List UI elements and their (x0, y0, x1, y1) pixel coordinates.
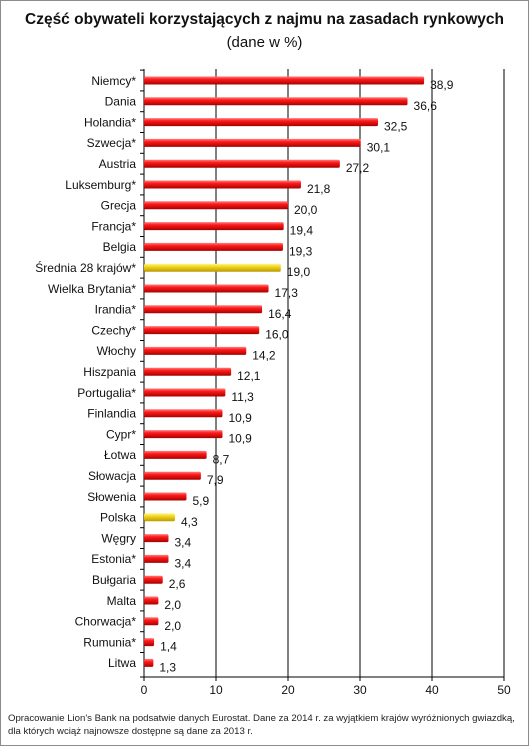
bar (144, 534, 169, 543)
category-label: Chorwacja* (75, 615, 137, 629)
data-label: 12,1 (237, 369, 261, 383)
bar (144, 492, 187, 501)
x-tick-label: 30 (353, 683, 367, 697)
category-label: Belgia (103, 240, 137, 254)
category-label: Wielka Brytania* (48, 282, 136, 296)
data-label: 1,3 (159, 660, 176, 674)
bar (144, 575, 163, 584)
data-label: 19,4 (290, 224, 314, 238)
bar (144, 430, 223, 439)
category-label: Średnia 28 krajów* (35, 260, 136, 275)
data-label: 38,9 (430, 78, 454, 92)
data-label: 19,0 (287, 265, 311, 279)
bar (144, 201, 288, 210)
source-note: Opracowanie Lion's Bank na podsatwie dan… (8, 713, 515, 737)
category-label: Słowacja (88, 469, 136, 483)
bar (144, 97, 408, 106)
data-label: 10,9 (228, 411, 252, 425)
bar (144, 596, 159, 605)
bar (144, 658, 154, 667)
category-label: Finlandia (87, 407, 136, 421)
category-label: Węgry (101, 531, 136, 545)
category-label: Szwecja* (87, 136, 137, 150)
x-tick-label: 50 (497, 683, 511, 697)
data-label: 14,2 (252, 348, 276, 362)
bar (144, 305, 263, 314)
category-label: Czechy* (91, 323, 136, 337)
data-label: 36,6 (414, 99, 438, 113)
category-label: Dania (105, 95, 137, 109)
category-label: Malta (107, 594, 137, 608)
data-label: 27,2 (346, 161, 370, 175)
category-label: Estonia* (91, 552, 136, 566)
category-label: Litwa (108, 656, 136, 670)
bar (144, 159, 340, 168)
x-tick-label: 0 (141, 683, 148, 697)
category-label: Francja* (91, 219, 136, 233)
bar (144, 638, 155, 647)
data-label: 5,9 (192, 494, 209, 508)
bar (144, 284, 269, 293)
data-label: 10,9 (228, 432, 252, 446)
bar (144, 617, 159, 626)
bar (144, 138, 361, 147)
category-label: Rumunia* (83, 635, 136, 649)
chart-title: Część obywateli korzystających z najmu n… (25, 11, 504, 28)
category-label: Słowenia (87, 490, 136, 504)
category-label: Cypr* (106, 427, 136, 441)
bar (144, 242, 283, 251)
bar (144, 367, 232, 376)
data-label: 20,0 (294, 203, 318, 217)
data-label: 2,6 (169, 577, 186, 591)
data-label: 30,1 (367, 140, 391, 154)
category-label: Austria (99, 157, 137, 171)
category-label: Holandia* (84, 115, 136, 129)
category-label: Włochy (97, 344, 136, 358)
category-label: Łotwa (104, 448, 136, 462)
category-label: Portugalia* (77, 386, 136, 400)
bar (144, 409, 223, 418)
data-label: 2,0 (164, 598, 181, 612)
bar (144, 450, 207, 459)
bar (144, 346, 247, 355)
data-label: 32,5 (384, 120, 408, 134)
data-label: 7,9 (207, 473, 224, 487)
bar (144, 554, 169, 563)
category-label: Niemcy* (91, 74, 136, 88)
data-label: 3,4 (174, 556, 191, 570)
data-label: 1,4 (160, 640, 177, 654)
chart-subtitle: (dane w %) (226, 34, 303, 51)
bar (144, 222, 284, 231)
data-label: 16,0 (265, 328, 289, 342)
bar-highlight (144, 263, 281, 272)
bar-highlight (144, 513, 175, 522)
data-label: 17,3 (275, 286, 299, 300)
data-label: 21,8 (307, 182, 331, 196)
data-label: 11,3 (231, 390, 254, 404)
bar (144, 388, 226, 397)
bar (144, 76, 425, 85)
x-tick-label: 20 (281, 683, 295, 697)
data-label: 19,3 (289, 244, 313, 258)
x-tick-label: 40 (425, 683, 439, 697)
bar (144, 180, 301, 189)
category-label: Irandia* (95, 303, 137, 317)
data-label: 16,4 (268, 307, 292, 321)
data-label: 3,4 (174, 536, 191, 550)
x-tick-label: 10 (209, 683, 223, 697)
category-label: Bułgaria (92, 573, 136, 587)
bar (144, 471, 201, 480)
data-label: 4,3 (181, 515, 198, 529)
category-label: Luksemburg* (65, 178, 136, 192)
bar (144, 326, 260, 335)
bar (144, 118, 378, 127)
category-label: Grecja (101, 199, 137, 213)
category-label: Polska (100, 511, 136, 525)
data-label: 2,0 (164, 619, 181, 633)
bar-chart: 0 10 20 30 40 50 Niemcy* 38,9 Dania 36,6 Holandia*… (35, 69, 511, 697)
data-label: 8,7 (213, 452, 230, 466)
category-label: Hiszpania (83, 365, 136, 379)
